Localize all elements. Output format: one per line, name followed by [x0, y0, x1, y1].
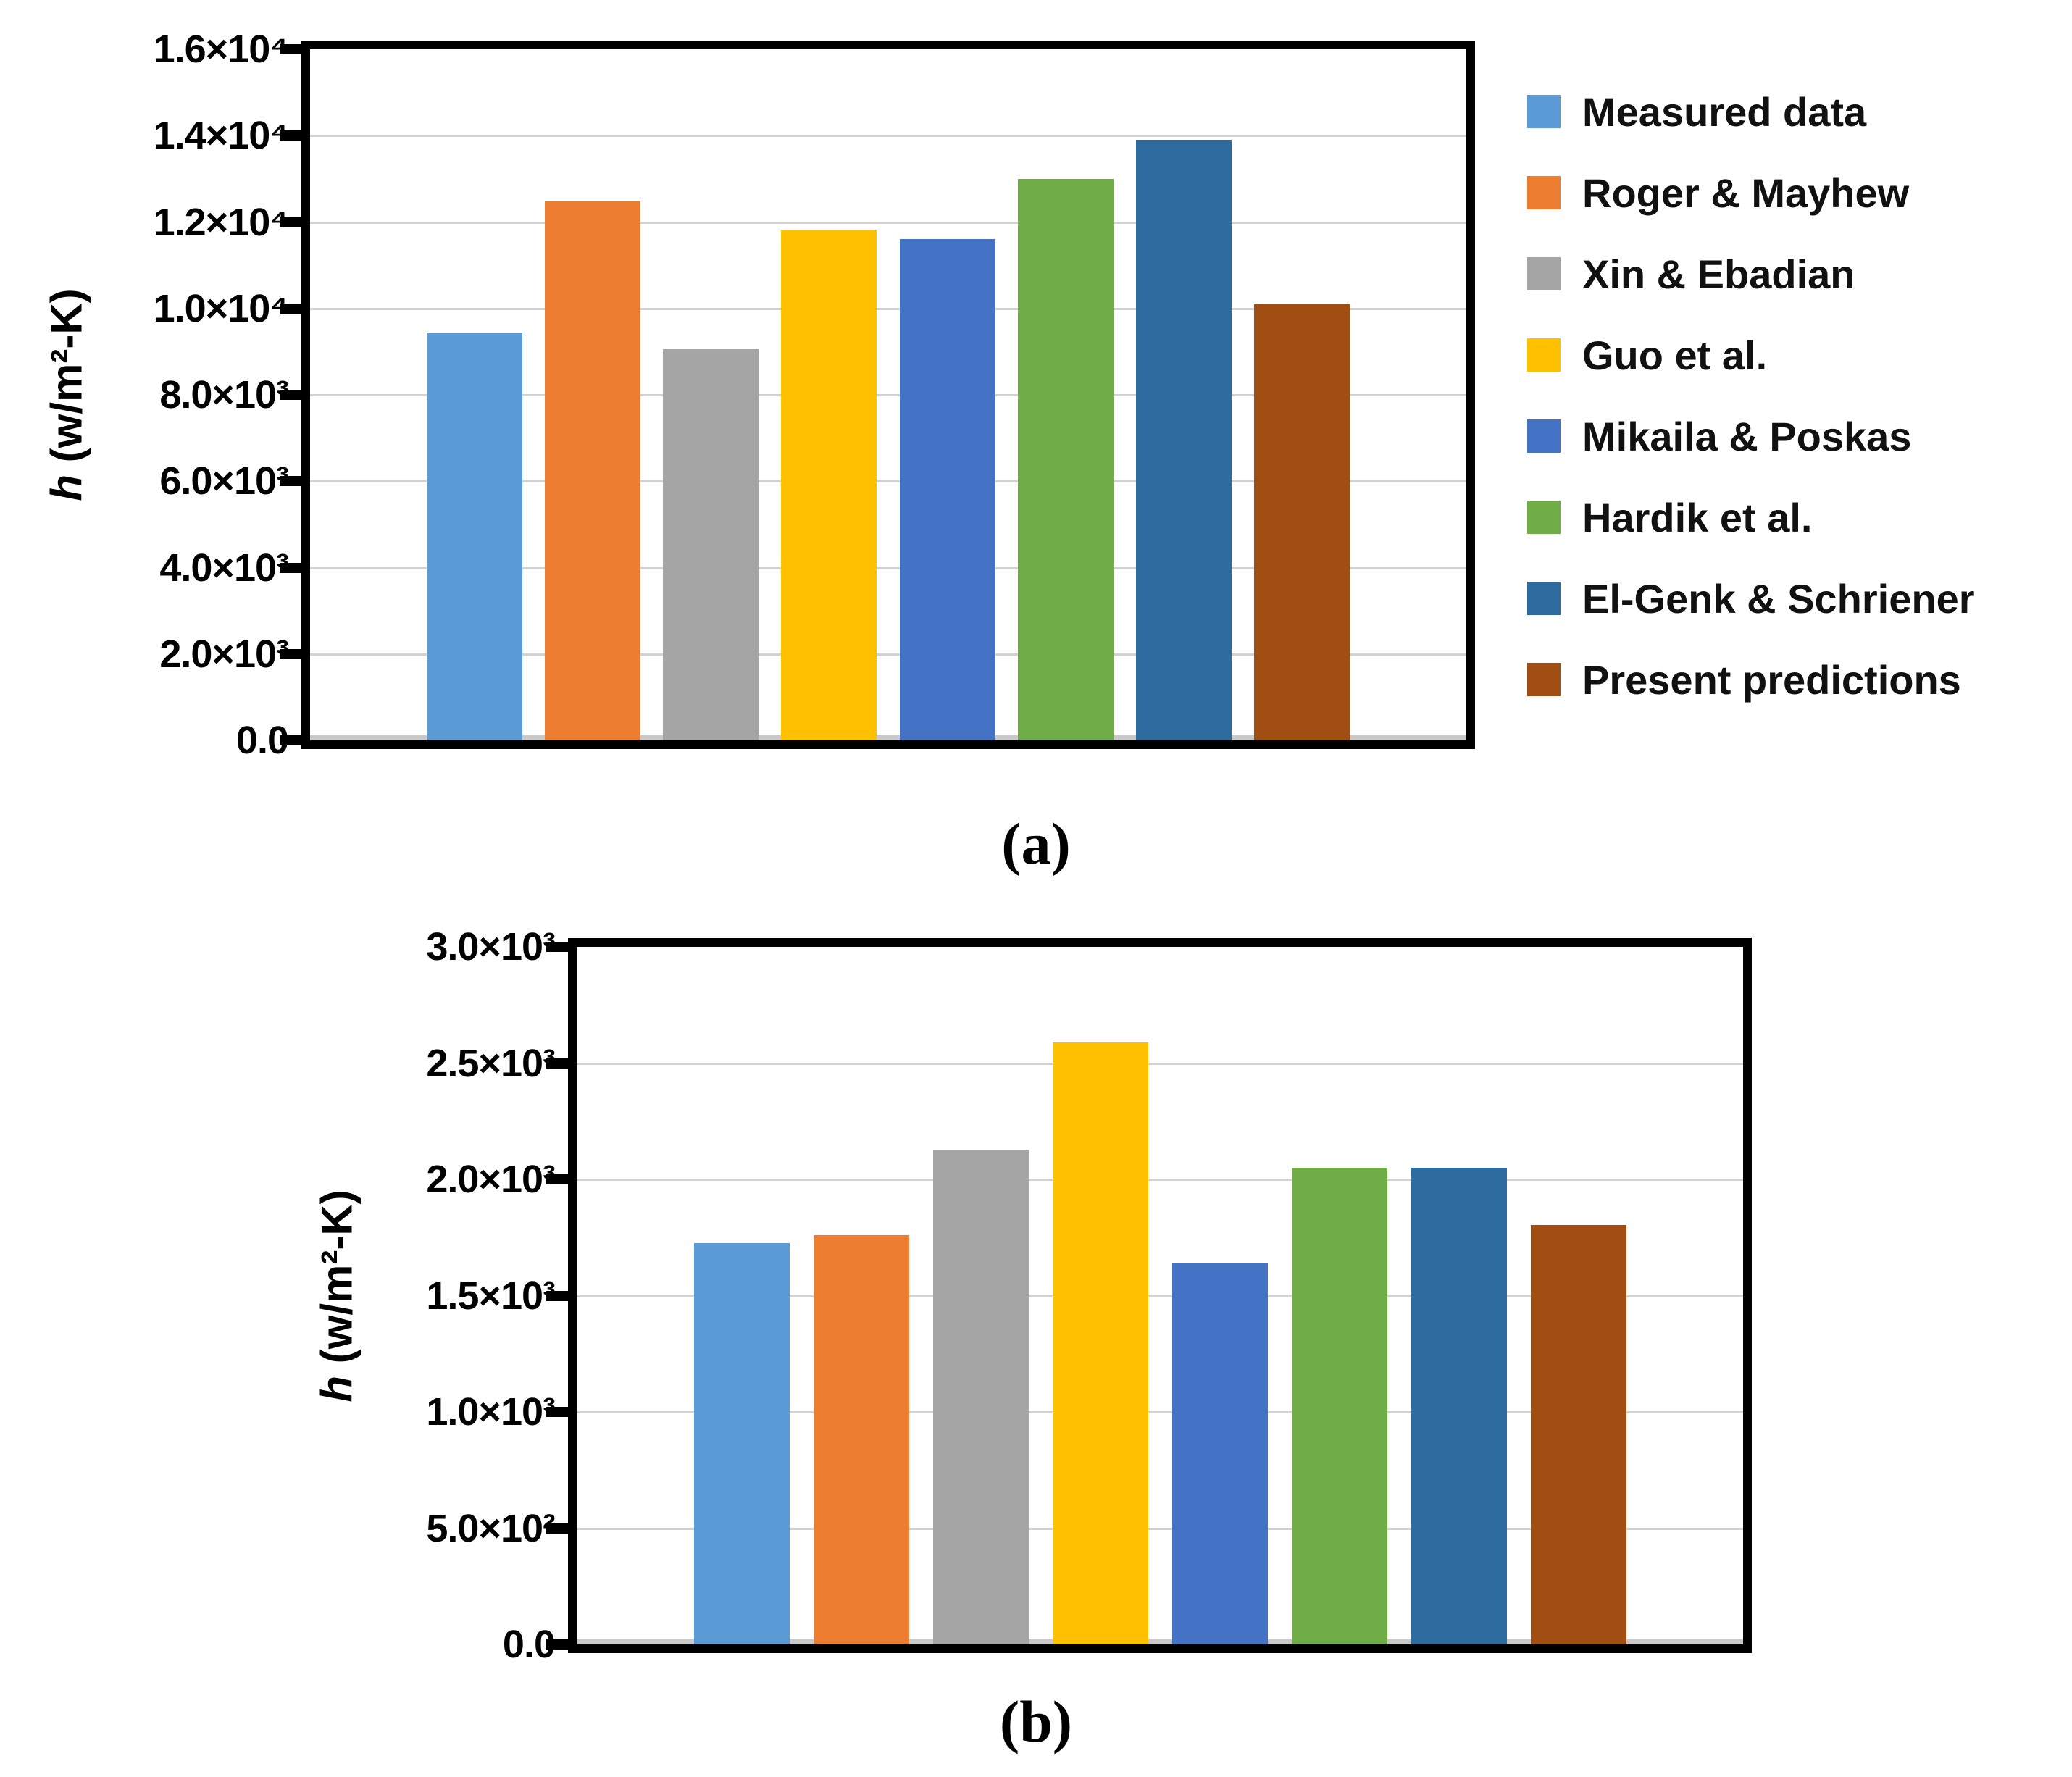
bar-guo-et-al [781, 230, 877, 740]
legend-item-guo-et-al: Guo et al. [1527, 330, 2063, 380]
bar-guo-et-al [1052, 1042, 1148, 1644]
y-tick-mark [280, 303, 309, 314]
y-tick-mark [280, 217, 309, 227]
legend: Measured data Roger & Mayhew Xin & Ebadian… [1527, 87, 2063, 736]
gridline [310, 394, 1466, 396]
y-tick-mark [280, 648, 309, 659]
legend-label: Xin & Ebadian [1582, 251, 1855, 297]
x-axis-line [577, 1639, 1743, 1644]
bar-el-genk-schriener [1411, 1167, 1507, 1644]
bar-present-predictions [1530, 1224, 1626, 1644]
legend-label: Hardik et al. [1582, 494, 1813, 540]
legend-swatch-hardik-et-al [1527, 501, 1561, 534]
legend-item-el-genk-schriener: El-Genk & Schriener [1527, 574, 2063, 623]
y-tick-label: 1.0×10³ [426, 1390, 556, 1434]
legend-item-hardik-et-al: Hardik et al. [1527, 493, 2063, 542]
y-tick-label: 6.0×10³ [159, 459, 289, 503]
gridline [577, 1179, 1743, 1181]
legend-swatch-roger-mayhew [1527, 176, 1561, 209]
legend-label: Mikaila & Poskas [1582, 413, 1912, 459]
bar-roger-mayhew [544, 201, 640, 740]
y-tick-label: 2.0×10³ [159, 632, 289, 676]
gridline [577, 1295, 1743, 1297]
legend-label: El-Genk & Schriener [1582, 575, 1975, 622]
y-tick-mark [546, 1523, 575, 1534]
y-tick-label: 2.0×10³ [426, 1158, 556, 1201]
y-tick-mark [546, 1058, 575, 1069]
x-axis-line [310, 735, 1466, 740]
y-tick-label: 2.5×10³ [426, 1041, 556, 1085]
bar-roger-mayhew [813, 1235, 909, 1644]
y-tick-label: 1.2×10⁴ [153, 200, 289, 244]
gridline [310, 135, 1466, 138]
legend-item-measured-data: Measured data [1527, 87, 2063, 136]
y-tick-mark [546, 942, 575, 952]
legend-label: Measured data [1582, 88, 1867, 135]
y-tick-label: 1.4×10⁴ [153, 114, 289, 158]
y-tick-mark [280, 130, 309, 141]
bar-present-predictions [1254, 304, 1350, 740]
bar-xin-ebadian [663, 349, 759, 740]
bar-hardik-et-al [1291, 1167, 1387, 1644]
legend-item-xin-ebadian: Xin & Ebadian [1527, 249, 2063, 298]
y-tick-mark [280, 735, 309, 745]
bar-mikaila-poskas [899, 239, 995, 740]
legend-swatch-guo-et-al [1527, 338, 1561, 372]
bar-mikaila-poskas [1171, 1263, 1268, 1644]
y-axis-label-symbol: h [312, 1375, 362, 1402]
gridline [310, 566, 1466, 569]
y-tick-mark [546, 1174, 575, 1184]
legend-item-mikaila-poskas: Mikaila & Poskas [1527, 411, 2063, 461]
y-tick-mark [280, 562, 309, 573]
bar-hardik-et-al [1017, 178, 1114, 740]
gridline [577, 1062, 1743, 1065]
y-tick-label: 3.0×10³ [426, 925, 556, 969]
bar-xin-ebadian [932, 1150, 1029, 1644]
y-tick-mark [546, 1407, 575, 1417]
gridline [577, 1411, 1743, 1413]
legend-label: Present predictions [1582, 656, 1961, 703]
y-tick-mark [280, 476, 309, 487]
y-tick-label: 1.6×10⁴ [153, 28, 289, 71]
legend-item-present-predictions: Present predictions [1527, 655, 2063, 704]
y-tick-mark [280, 390, 309, 400]
legend-swatch-mikaila-poskas [1527, 419, 1561, 453]
legend-swatch-present-predictions [1527, 663, 1561, 696]
bar-el-genk-schriener [1136, 140, 1232, 740]
panel-label-a: (a) [1001, 811, 1071, 877]
legend-label: Guo et al. [1582, 332, 1768, 378]
gridline [310, 221, 1466, 224]
y-tick-label: 8.0×10³ [159, 373, 289, 417]
gridline [310, 307, 1466, 310]
gridline [310, 480, 1466, 483]
y-axis-label-units: (w/m²-K) [312, 1189, 362, 1376]
y-tick-label: 1.5×10³ [426, 1274, 556, 1318]
y-tick-label: 1.0×10⁴ [153, 286, 289, 330]
legend-swatch-xin-ebadian [1527, 257, 1561, 290]
bar-measured-data [426, 332, 522, 740]
y-tick-mark [280, 44, 309, 54]
chart-b-plot-area [568, 938, 1752, 1653]
legend-label: Roger & Mayhew [1582, 170, 1910, 216]
chart-b-y-axis-label: h (w/m²-K) [312, 1189, 362, 1402]
bar-measured-data [693, 1243, 790, 1644]
y-tick-label: 4.0×10³ [159, 545, 289, 590]
legend-swatch-measured-data [1527, 95, 1561, 128]
y-tick-mark [546, 1290, 575, 1301]
y-tick-mark [546, 1639, 575, 1650]
y-tick-label: 5.0×10² [426, 1506, 556, 1550]
panel-label-b: (b) [999, 1689, 1073, 1755]
gridline [577, 1527, 1743, 1530]
gridline [310, 653, 1466, 656]
chart-a-plot-area [301, 41, 1475, 749]
legend-item-roger-mayhew: Roger & Mayhew [1527, 168, 2063, 217]
legend-swatch-el-genk-schriener [1527, 582, 1561, 615]
